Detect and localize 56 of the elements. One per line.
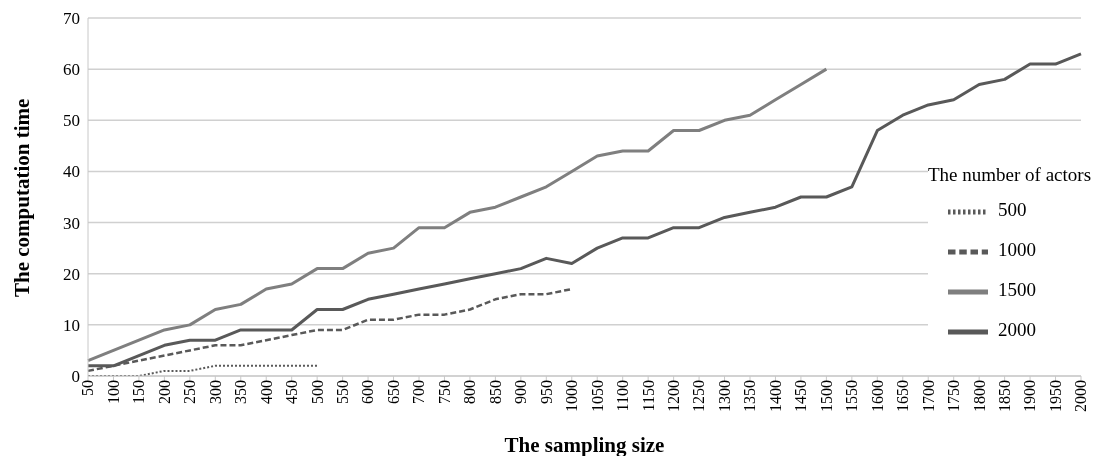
- x-tick-label: 1250: [690, 380, 708, 412]
- y-axis-title: The computation time: [10, 98, 35, 297]
- x-tick-label: 1950: [1046, 380, 1064, 412]
- x-tick-label: 150: [130, 380, 148, 404]
- x-tick-label: 50: [79, 380, 97, 396]
- legend-label: 1000: [998, 239, 1036, 261]
- x-tick-label: 250: [181, 380, 199, 404]
- y-tick-label: 0: [71, 367, 80, 387]
- x-tick-label: 900: [512, 380, 530, 404]
- x-tick-label: 500: [308, 380, 326, 404]
- y-tick-label: 70: [63, 9, 80, 29]
- x-tick-label: 1900: [1021, 380, 1039, 412]
- x-tick-label: 1000: [563, 380, 581, 412]
- y-tick-label: 10: [63, 315, 80, 335]
- x-tick-label: 100: [104, 380, 122, 404]
- x-tick-label: 1600: [868, 380, 886, 412]
- x-tick-label: 1850: [995, 380, 1013, 412]
- x-tick-label: 650: [384, 380, 402, 404]
- x-tick-label: 1200: [664, 380, 682, 412]
- x-tick-label: 1100: [614, 380, 632, 412]
- x-tick-label: 750: [435, 380, 453, 404]
- x-tick-label: 1650: [894, 380, 912, 412]
- x-tick-label: 950: [537, 380, 555, 404]
- x-tick-label: 600: [359, 380, 377, 404]
- x-tick-label: 1500: [817, 380, 835, 412]
- x-tick-label: 1450: [792, 380, 810, 412]
- line-series: [86, 67, 828, 363]
- x-axis-title: The sampling size: [504, 433, 665, 457]
- legend-label: 500: [998, 199, 1027, 221]
- x-tick-label: 1550: [843, 380, 861, 412]
- legend-label: 2000: [998, 319, 1036, 341]
- x-tick-label: 1300: [715, 380, 733, 412]
- x-tick-label: 2000: [1072, 380, 1090, 412]
- y-tick-label: 50: [63, 111, 80, 131]
- y-tick-label: 30: [63, 213, 80, 233]
- x-tick-label: 300: [206, 380, 224, 404]
- x-tick-label: 1400: [766, 380, 784, 412]
- x-tick-label: 1150: [639, 380, 657, 412]
- x-tick-label: 1700: [919, 380, 937, 412]
- y-tick-label: 60: [63, 60, 80, 80]
- x-tick-label: 200: [155, 380, 173, 404]
- y-tick-label: 20: [63, 264, 80, 284]
- x-tick-label: 700: [410, 380, 428, 404]
- x-tick-label: 450: [283, 380, 301, 404]
- x-tick-label: 1750: [945, 380, 963, 412]
- legend-label: 1500: [998, 279, 1036, 301]
- x-tick-label: 850: [486, 380, 504, 404]
- x-tick-label: 800: [461, 380, 479, 404]
- x-tick-label: 1800: [970, 380, 988, 412]
- y-tick-label: 40: [63, 162, 80, 182]
- x-tick-label: 350: [232, 380, 250, 404]
- x-tick-label: 550: [333, 380, 351, 404]
- x-tick-label: 400: [257, 380, 275, 404]
- x-tick-label: 1050: [588, 380, 606, 412]
- legend-title: The number of actors: [928, 163, 1092, 187]
- x-tick-label: 1350: [741, 380, 759, 412]
